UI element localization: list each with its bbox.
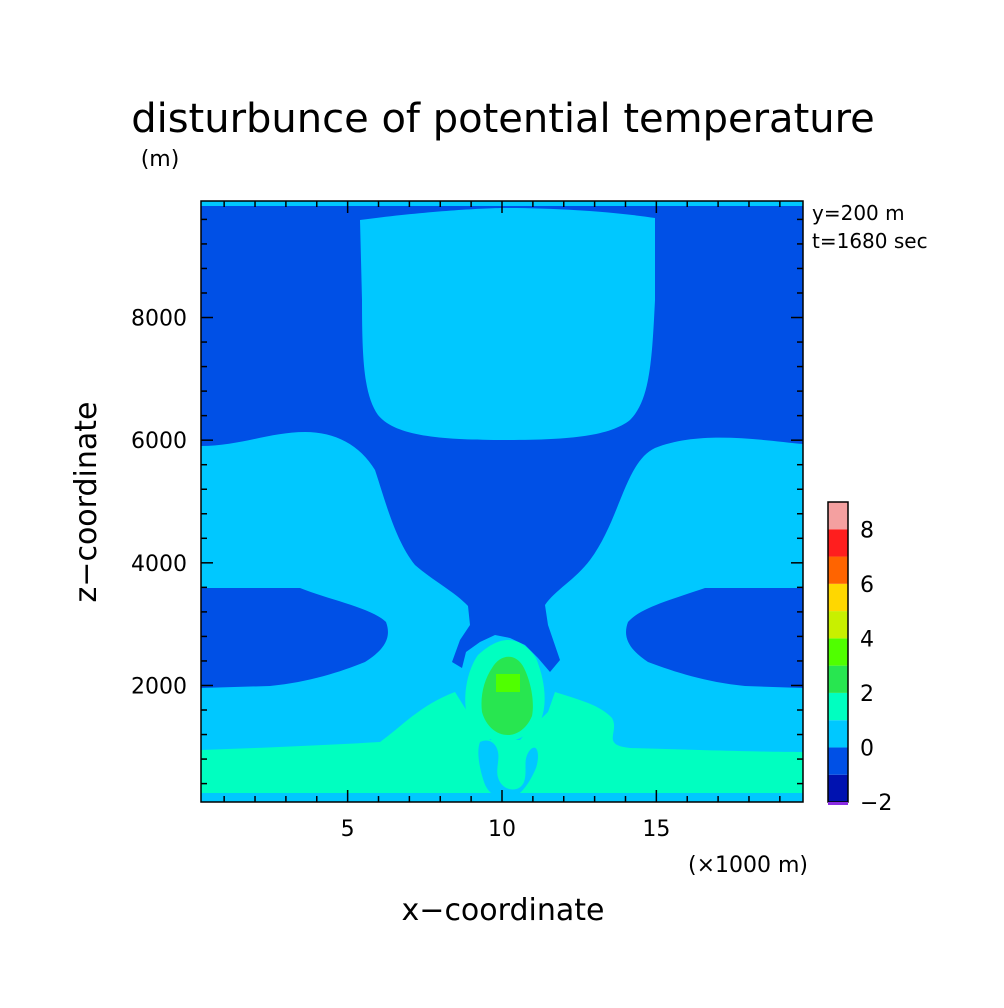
colorbar-swatch [828, 720, 848, 748]
x-tick-label: 10 [488, 817, 516, 842]
colorbar-swatch [828, 556, 848, 584]
contour-fill-regions [201, 201, 803, 802]
annotation-y: y=200 m [812, 201, 905, 225]
axis-ticks: 5 10 15 2000 4000 6000 8000 [131, 201, 803, 842]
colorbar-label: −2 [860, 791, 892, 816]
colorbar-swatch [828, 583, 848, 612]
colorbar-swatch [828, 529, 848, 557]
colorbar-label: 2 [860, 682, 874, 707]
annotation-t: t=1680 sec [812, 229, 928, 253]
y-unit-label: (m) [141, 147, 180, 172]
colorbar-swatch [828, 692, 848, 721]
contour-region-level-0-upper-blob [360, 208, 655, 440]
y-tick-label: 2000 [131, 674, 187, 699]
colorbar-swatch [828, 611, 848, 639]
contour-region-level-2-core [481, 656, 533, 735]
contour-region-level-minus1-right [626, 588, 803, 688]
chart-title: disturbunce of potential temperature [131, 96, 875, 142]
x-unit-label: (×1000 m) [688, 853, 808, 878]
x-tick-label: 15 [642, 817, 670, 842]
y-tick-label: 4000 [131, 552, 187, 577]
contour-region-level-1-band [201, 692, 803, 802]
colorbar-swatch [828, 502, 848, 530]
y-axis-label: z−coordinate [69, 402, 104, 603]
colorbar-label: 4 [860, 627, 874, 652]
colorbar-swatch [828, 638, 848, 666]
colorbar-label: 0 [860, 736, 874, 761]
x-axis-label: x−coordinate [402, 893, 605, 928]
contour-region-level-minus1-left [201, 588, 388, 688]
colorbar-swatch [828, 747, 848, 775]
y-tick-label: 6000 [131, 429, 187, 454]
contour-region-level-0-pockets [478, 740, 538, 800]
colorbar-swatch [828, 665, 848, 693]
x-tick-label: 5 [341, 817, 355, 842]
colorbar-label: 8 [860, 518, 874, 543]
contour-region-level-3-peak [496, 674, 520, 692]
colorbar-underflow [828, 802, 848, 805]
y-tick-label: 8000 [131, 307, 187, 332]
colorbar: −2 0 2 4 6 8 [827, 501, 892, 816]
colorbar-swatch [828, 774, 848, 802]
colorbar-label: 6 [860, 573, 874, 598]
